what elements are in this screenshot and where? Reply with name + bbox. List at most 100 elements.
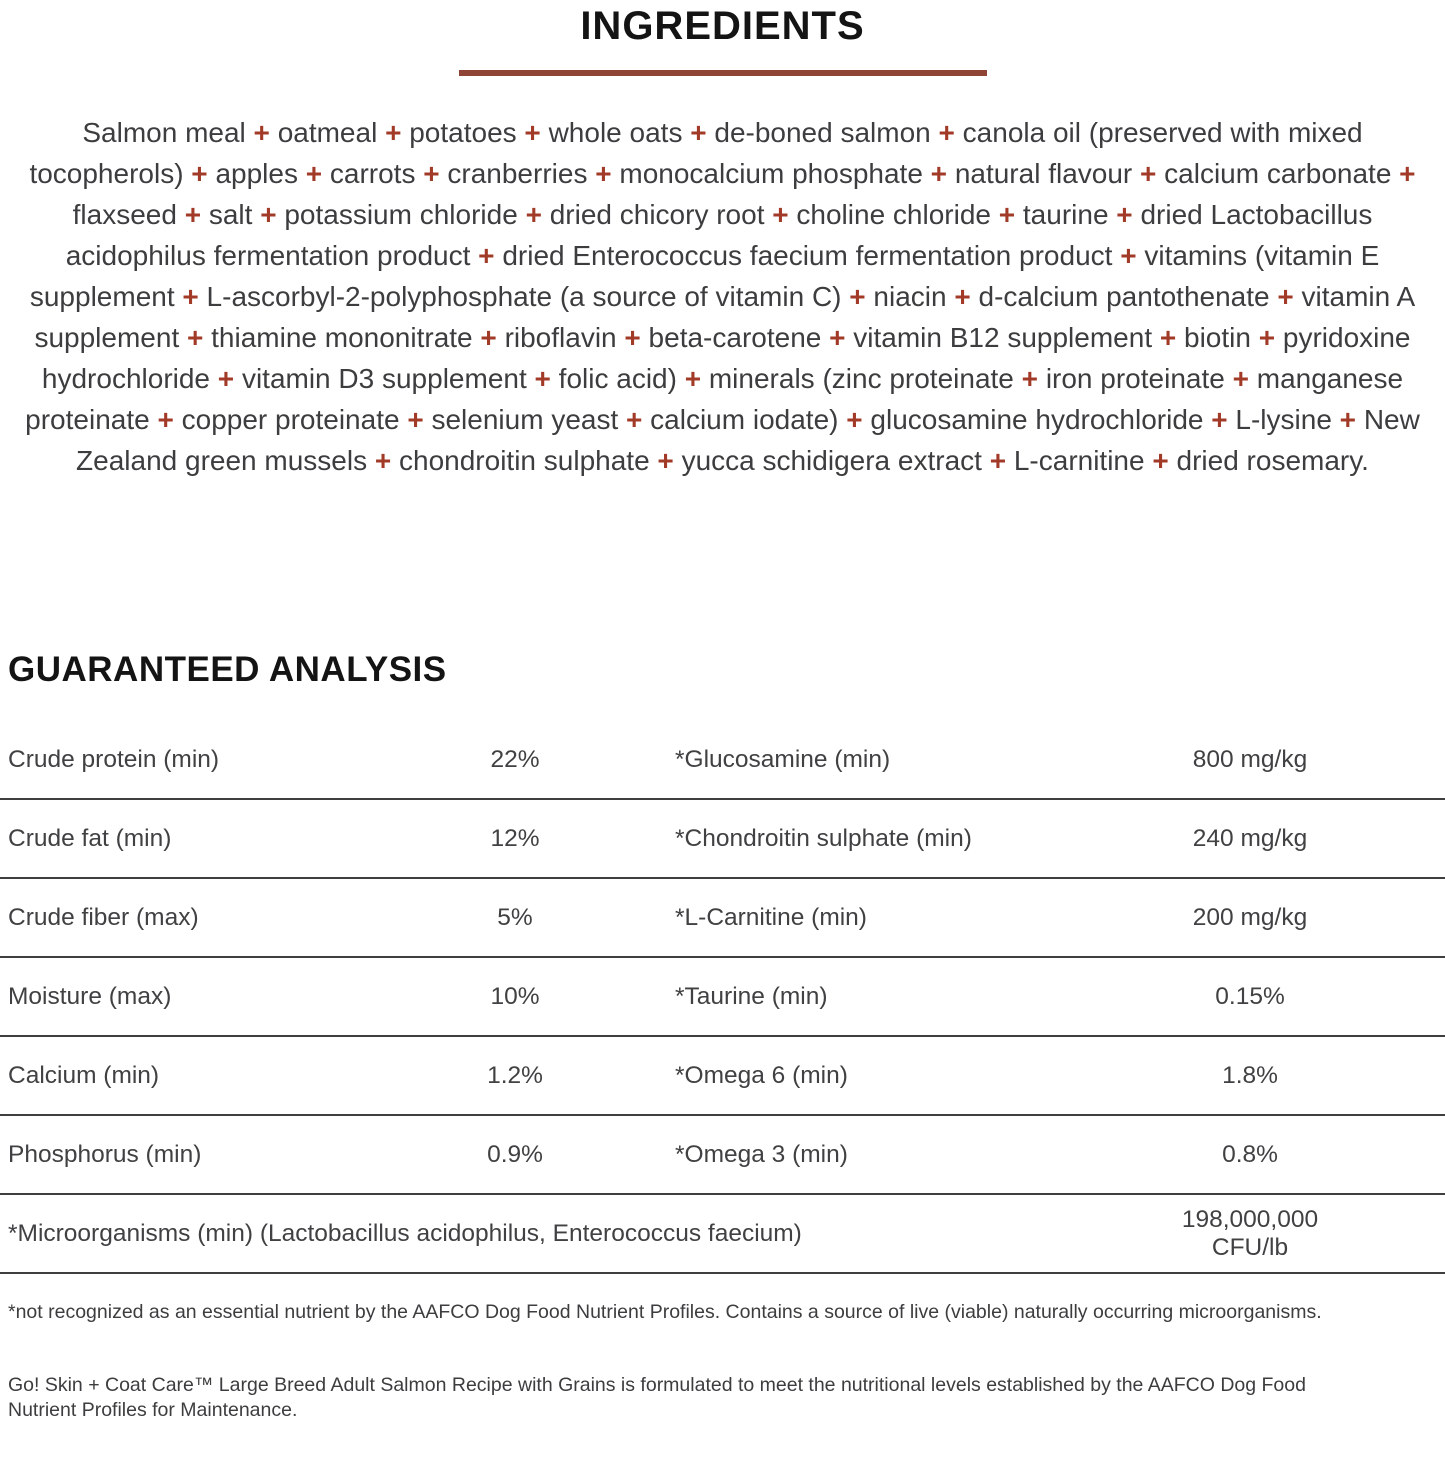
analysis-left-label: Crude fat (min) (8, 824, 172, 852)
ingredient-token: folic acid) (558, 363, 677, 394)
ingredient-token: yucca schidigera extract (681, 445, 982, 476)
analysis-right-value: 800 mg/kg (1192, 745, 1308, 773)
analysis-left-label: Crude fiber (max) (8, 903, 199, 931)
analysis-right-value: 240 mg/kg (1192, 824, 1308, 852)
ingredient-token: cranberries (447, 158, 588, 189)
plus-separator: + (470, 240, 503, 271)
ingredient-token: d-calcium pantothenate (978, 281, 1270, 312)
analysis-left-value: 10% (490, 982, 540, 1010)
plus-separator: + (841, 281, 874, 312)
plus-separator: + (149, 404, 182, 435)
ingredient-token: L-lysine (1235, 404, 1332, 435)
plus-separator: + (1152, 322, 1185, 353)
plus-separator: + (981, 445, 1014, 476)
plus-separator: + (297, 158, 330, 189)
plus-separator: + (618, 404, 651, 435)
ingredient-token: vitamin D3 supplement (241, 363, 527, 394)
ingredient-token: iron proteinate (1045, 363, 1225, 394)
plus-separator: + (682, 117, 715, 148)
ingredient-token: oatmeal (277, 117, 378, 148)
analysis-right-value: 200 mg/kg (1192, 903, 1308, 931)
plus-separator: + (517, 199, 550, 230)
plus-separator: + (821, 322, 854, 353)
ingredient-token: whole oats (548, 117, 683, 148)
ingredient-token: thiamine mononitrate (211, 322, 473, 353)
title-accent-rule (458, 70, 987, 76)
analysis-row: Crude protein (min) 22% *Glucosamine (mi… (0, 721, 1445, 800)
ingredient-token: potassium chloride (284, 199, 518, 230)
analysis-wide-label: *Microorganisms (min) (Lactobacillus aci… (8, 1219, 802, 1247)
analysis-wide-row: *Microorganisms (min) (Lactobacillus aci… (0, 1195, 1445, 1274)
ingredient-token: selenium yeast (431, 404, 619, 435)
ingredient-token: taurine (1022, 199, 1109, 230)
analysis-row: Calcium (min) 1.2% *Omega 6 (min) 1.8% (0, 1037, 1445, 1116)
plus-separator: + (252, 199, 285, 230)
plus-separator: + (183, 158, 216, 189)
plus-separator: + (1224, 363, 1257, 394)
plus-separator: + (676, 363, 709, 394)
guaranteed-analysis-heading: GUARANTEED ANALYSIS (8, 650, 447, 689)
plus-separator: + (472, 322, 505, 353)
plus-separator: + (1331, 404, 1364, 435)
asterisk-footnote: *not recognized as an essential nutrient… (8, 1301, 1322, 1323)
ingredients-title: INGREDIENTS (580, 4, 865, 48)
plus-separator: + (516, 117, 549, 148)
ingredient-token: L-ascorbyl-2-polyphosphate (a source of … (206, 281, 842, 312)
plus-separator: + (838, 404, 871, 435)
ingredient-token: beta-carotene (648, 322, 822, 353)
analysis-row: Moisture (max) 10% *Taurine (min) 0.15% (0, 958, 1445, 1037)
ingredient-token: biotin (1184, 322, 1251, 353)
analysis-table: Crude protein (min) 22% *Glucosamine (mi… (0, 721, 1445, 1274)
analysis-right-label: *Glucosamine (min) (675, 745, 891, 773)
ingredient-token: niacin (873, 281, 947, 312)
ingredient-token: salt (208, 199, 253, 230)
analysis-right-value: 0.8% (1222, 1140, 1278, 1168)
analysis-right-value: 1.8% (1222, 1061, 1278, 1089)
plus-separator: + (1144, 445, 1177, 476)
plus-separator: + (1250, 322, 1283, 353)
analysis-right-label: *Omega 6 (min) (675, 1061, 848, 1089)
plus-separator: + (415, 158, 448, 189)
plus-separator: + (587, 158, 620, 189)
plus-separator: + (179, 322, 212, 353)
plus-separator: + (764, 199, 797, 230)
plus-separator: + (1013, 363, 1046, 394)
plus-separator: + (399, 404, 432, 435)
ingredient-token: vitamin A supplement (34, 281, 1416, 353)
ingredient-token: glucosamine hydrochloride (870, 404, 1204, 435)
ingredient-token: minerals (zinc proteinate (708, 363, 1014, 394)
plus-separator: + (946, 281, 979, 312)
plus-separator: + (367, 445, 400, 476)
ingredient-token: canola oil (preserved with mixed tocophe… (29, 117, 1363, 189)
ingredient-token: chondroitin sulphate (399, 445, 650, 476)
ingredient-token: calcium iodate) (650, 404, 839, 435)
analysis-left-value: 5% (497, 903, 533, 931)
analysis-row: Phosphorus (min) 0.9% *Omega 3 (min) 0.8… (0, 1116, 1445, 1195)
analysis-wide-value: 198,000,000 CFU/lb (1181, 1205, 1319, 1261)
plus-separator: + (245, 117, 278, 148)
plus-separator: + (930, 117, 963, 148)
analysis-left-value: 0.9% (487, 1140, 543, 1168)
analysis-row: Crude fat (min) 12% *Chondroitin sulphat… (0, 800, 1445, 879)
ingredient-token: vitamins (vitamin E supplement (29, 240, 1380, 312)
ingredient-token: de-boned salmon (714, 117, 931, 148)
analysis-left-value: 1.2% (487, 1061, 543, 1089)
ingredient-token: dried Enterococcus faecium fermentation … (502, 240, 1113, 271)
ingredient-token: flaxseed (72, 199, 177, 230)
ingredient-token: dried chicory root (549, 199, 765, 230)
ingredient-token: apples (215, 158, 298, 189)
plus-separator: + (990, 199, 1023, 230)
ingredient-token: copper proteinate (181, 404, 400, 435)
analysis-row: Crude fiber (max) 5% *L-Carnitine (min) … (0, 879, 1445, 958)
plus-separator: + (1269, 281, 1302, 312)
plus-separator: + (1108, 199, 1141, 230)
analysis-left-label: Moisture (max) (8, 982, 172, 1010)
ingredient-token: pyridoxine hydrochloride (41, 322, 1411, 394)
aafco-statement: Go! Skin + Coat Care™ Large Breed Adult … (8, 1374, 1306, 1421)
analysis-left-value: 22% (490, 745, 540, 773)
analysis-left-value: 12% (490, 824, 540, 852)
analysis-right-label: *Chondroitin sulphate (min) (675, 824, 972, 852)
ingredient-token: manganese proteinate (25, 363, 1404, 435)
ingredients-paragraph: Salmon meal + oatmeal + potatoes + whole… (6, 112, 1439, 481)
ingredient-token: choline chloride (796, 199, 991, 230)
